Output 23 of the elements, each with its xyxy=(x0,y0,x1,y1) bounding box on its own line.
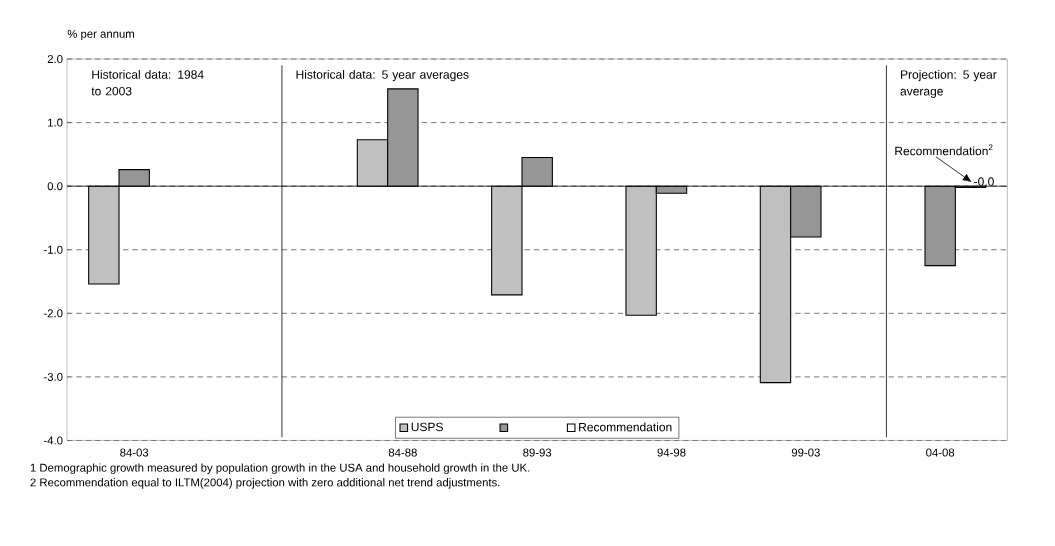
data-label: -0.0 xyxy=(974,177,994,187)
legend-label: USPS xyxy=(411,422,443,432)
x-tick-label: 99-03 xyxy=(791,448,820,457)
annotation: Recommendation$^{2}$ xyxy=(895,144,993,156)
x-tick-label: 84-88 xyxy=(388,448,417,457)
y-tick-label: -1.0 xyxy=(43,245,63,254)
y-tick-label: -2.0 xyxy=(43,309,63,318)
y-tick-label: 2.0 xyxy=(47,55,63,64)
x-tick-label: 04-08 xyxy=(926,448,955,457)
x-tick-label: 94-98 xyxy=(657,448,686,457)
annotation: Historical data: 5 year averages xyxy=(296,70,469,82)
annotation: Projection: 5 year average xyxy=(900,70,997,99)
legend-label: Recommendation xyxy=(579,422,672,432)
x-tick-label: 84-03 xyxy=(120,448,149,457)
y-tick-label: -3.0 xyxy=(43,373,63,382)
y-tick-label: 0.0 xyxy=(47,182,63,191)
y-tick-label: 1.0 xyxy=(48,118,63,127)
y-axis-title: % per annum xyxy=(67,30,134,41)
annotation: Historical data: 1984 to 2003 xyxy=(91,70,204,96)
y-tick-label: -4.0 xyxy=(43,436,63,445)
x-tick-label: 89-93 xyxy=(523,448,552,457)
text: 1 Demographic growth measured by population growth in the USA and household growth in the UK. xyxy=(30,463,530,475)
text: 2 Recommendation equal to ILTM(2004) projection with zero additional net trend adjustments. xyxy=(30,478,500,489)
